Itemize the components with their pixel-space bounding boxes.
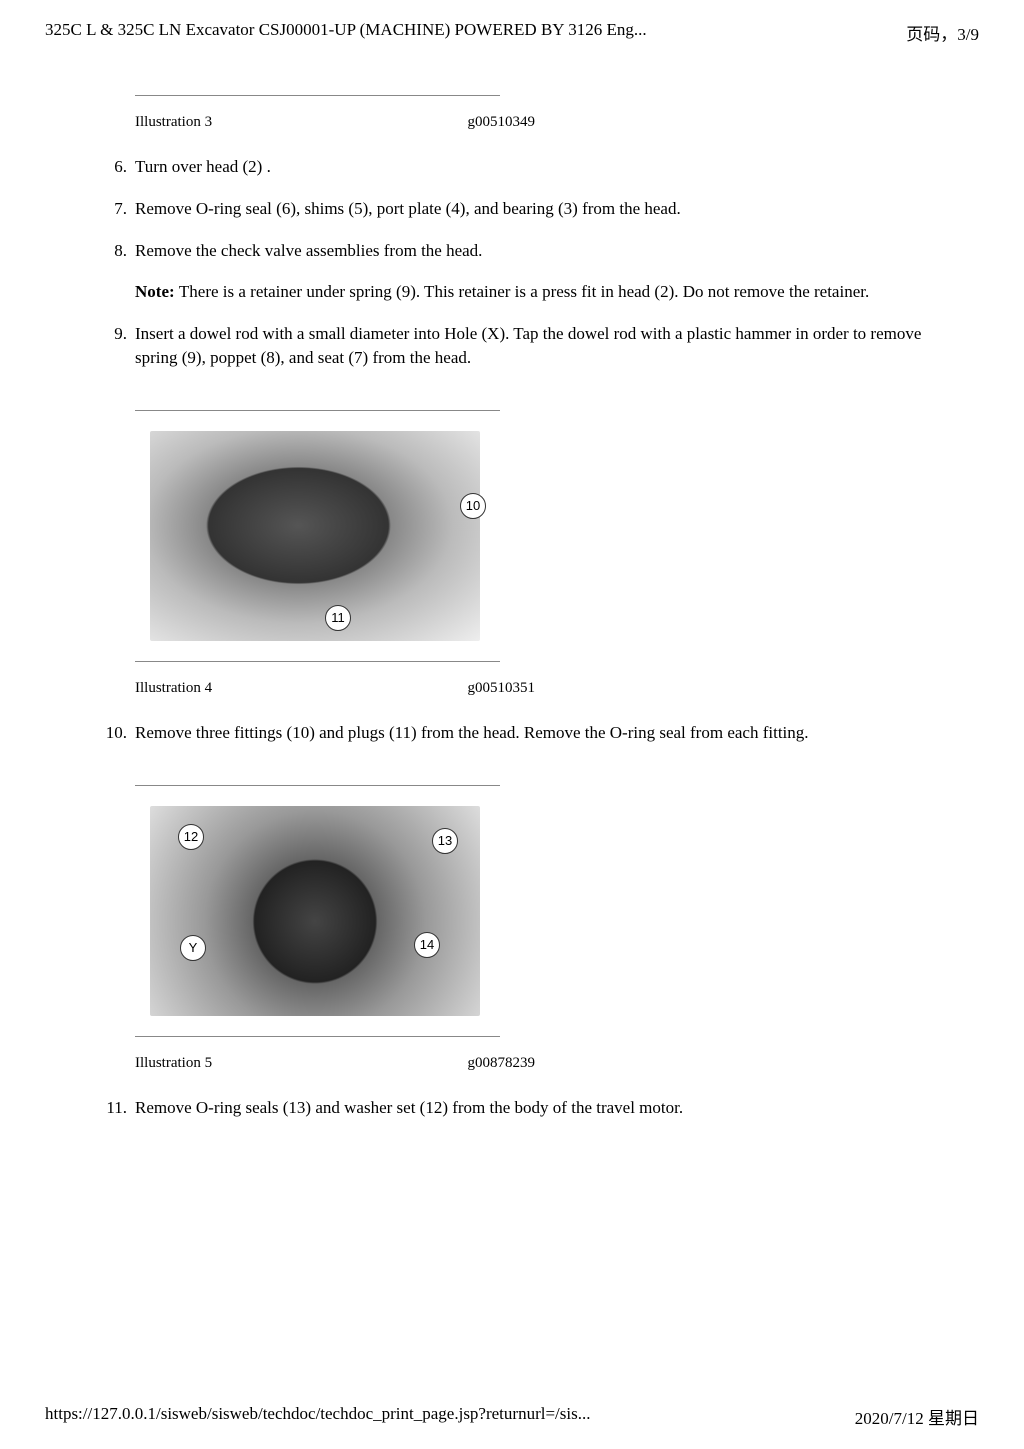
step-7-number: 7. bbox=[100, 197, 135, 221]
callout-10: 10 bbox=[460, 493, 486, 519]
figure-5-image: 12 13 14 Y bbox=[150, 806, 480, 1016]
step-9-text: Insert a dowel rod with a small diameter… bbox=[135, 322, 959, 370]
illustration4-caption: Illustration 4 g00510351 bbox=[135, 680, 535, 697]
step-10-number: 10. bbox=[100, 721, 135, 745]
page-header: 325C L & 325C LN Excavator CSJ00001-UP (… bbox=[45, 20, 979, 45]
callout-12: 12 bbox=[178, 824, 204, 850]
note-text: There is a retainer under spring (9). Th… bbox=[179, 282, 869, 301]
figure-5-block: 12 13 14 Y bbox=[135, 785, 959, 1016]
figure-4-image: 10 11 bbox=[150, 431, 480, 641]
header-page-number: 页码，3/9 bbox=[906, 20, 979, 45]
illustration3-code: g00510349 bbox=[468, 114, 536, 131]
callout-11: 11 bbox=[325, 605, 351, 631]
step-6: 6. Turn over head (2) . bbox=[100, 155, 959, 179]
step-6-number: 6. bbox=[100, 155, 135, 179]
steps-list-2: 9. Insert a dowel rod with a small diame… bbox=[100, 322, 959, 370]
illustration5-code: g00878239 bbox=[468, 1055, 536, 1072]
step-10-text: Remove three fittings (10) and plugs (11… bbox=[135, 721, 959, 745]
illustration3-caption: Illustration 3 g00510349 bbox=[135, 114, 535, 131]
step-10: 10. Remove three fittings (10) and plugs… bbox=[100, 721, 959, 745]
illustration4-divider bbox=[135, 661, 500, 662]
illustration5-divider bbox=[135, 1036, 500, 1037]
illustration4-label: Illustration 4 bbox=[135, 680, 468, 697]
illustration5-caption: Illustration 5 g00878239 bbox=[135, 1055, 535, 1072]
illustration5-label: Illustration 5 bbox=[135, 1055, 468, 1072]
footer-url: https://127.0.0.1/sisweb/sisweb/techdoc/… bbox=[45, 1404, 590, 1429]
callout-13: 13 bbox=[432, 828, 458, 854]
footer-date: 2020/7/12 星期日 bbox=[855, 1404, 979, 1429]
step-11-number: 11. bbox=[100, 1096, 135, 1120]
header-title: 325C L & 325C LN Excavator CSJ00001-UP (… bbox=[45, 20, 647, 45]
note-label: Note: bbox=[135, 282, 179, 301]
step-11-text: Remove O-ring seals (13) and washer set … bbox=[135, 1096, 959, 1120]
callout-14: 14 bbox=[414, 932, 440, 958]
step-8: 8. Remove the check valve assemblies fro… bbox=[100, 239, 959, 263]
page-content: Illustration 3 g00510349 6. Turn over he… bbox=[45, 95, 979, 1119]
callout-Y: Y bbox=[180, 935, 206, 961]
step-9: 9. Insert a dowel rod with a small diame… bbox=[100, 322, 959, 370]
figure-5-top-divider bbox=[135, 785, 500, 786]
illustration3-label: Illustration 3 bbox=[135, 114, 468, 131]
steps-list-4: 11. Remove O-ring seals (13) and washer … bbox=[100, 1096, 959, 1120]
step-8-number: 8. bbox=[100, 239, 135, 263]
figure-4-top-divider bbox=[135, 410, 500, 411]
illustration3-divider bbox=[135, 95, 500, 96]
step-9-number: 9. bbox=[100, 322, 135, 370]
illustration4-code: g00510351 bbox=[468, 680, 536, 697]
step-11: 11. Remove O-ring seals (13) and washer … bbox=[100, 1096, 959, 1120]
page-footer: https://127.0.0.1/sisweb/sisweb/techdoc/… bbox=[45, 1404, 979, 1429]
figure-4-block: 10 11 bbox=[135, 410, 959, 641]
step-7: 7. Remove O-ring seal (6), shims (5), po… bbox=[100, 197, 959, 221]
step-8-text: Remove the check valve assemblies from t… bbox=[135, 239, 959, 263]
note-block: Note: There is a retainer under spring (… bbox=[135, 280, 959, 304]
steps-list: 6. Turn over head (2) . 7. Remove O-ring… bbox=[100, 155, 959, 262]
step-6-text: Turn over head (2) . bbox=[135, 155, 959, 179]
step-7-text: Remove O-ring seal (6), shims (5), port … bbox=[135, 197, 959, 221]
steps-list-3: 10. Remove three fittings (10) and plugs… bbox=[100, 721, 959, 745]
